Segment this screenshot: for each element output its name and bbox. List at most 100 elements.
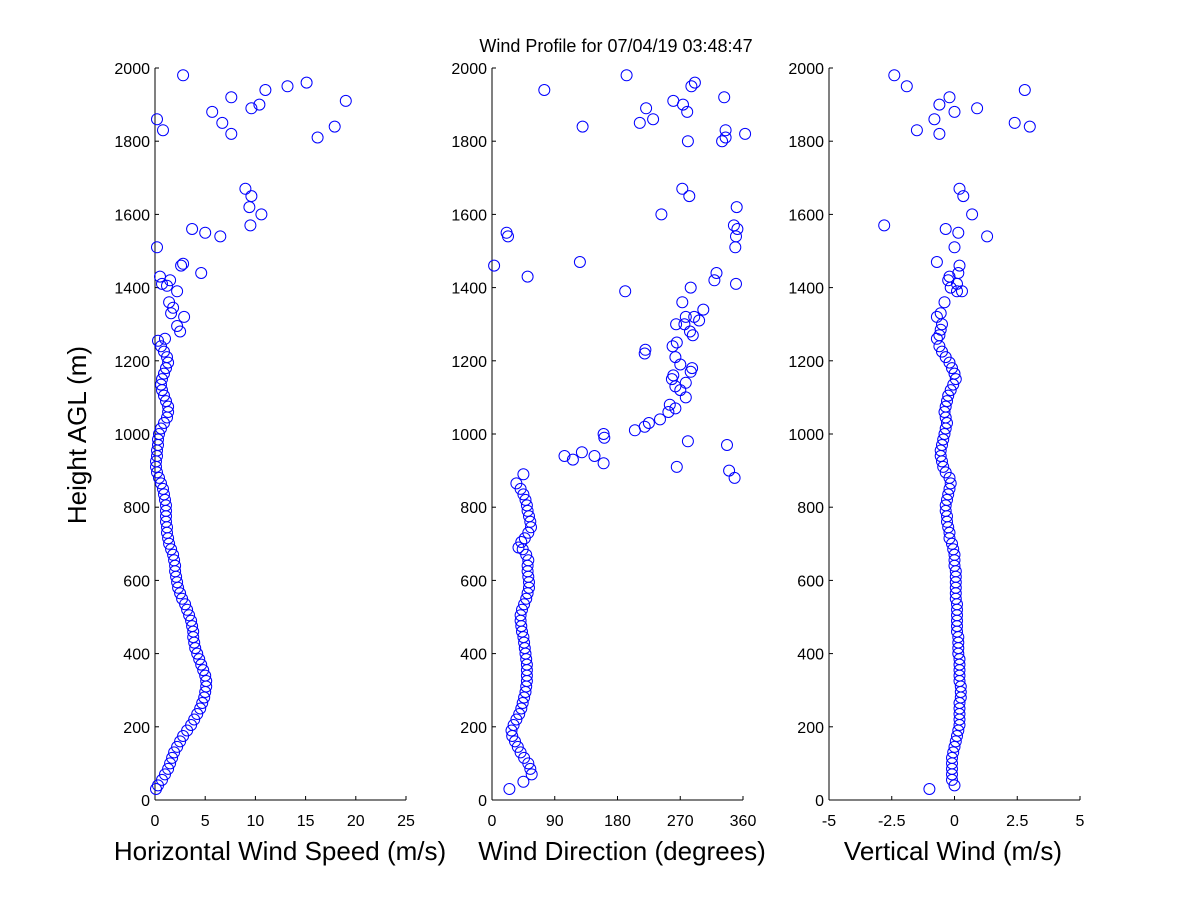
data-point: [520, 499, 533, 512]
data-point: [516, 603, 528, 616]
data-point: [684, 281, 697, 294]
data-point: [686, 329, 699, 342]
data-point: [158, 417, 170, 429]
data-point: [510, 713, 523, 726]
data-point: [900, 80, 913, 93]
data-point: [638, 420, 651, 433]
data-point: [181, 603, 194, 616]
data-point: [942, 488, 955, 501]
data-point: [524, 762, 537, 775]
data-point: [953, 182, 966, 195]
data-point: [943, 270, 956, 283]
data-point: [281, 80, 294, 93]
data-point: [158, 367, 170, 380]
data-point: [688, 76, 701, 89]
data-point: [728, 471, 741, 484]
data-point: [193, 653, 206, 666]
data-point: [678, 318, 691, 331]
data-point: [951, 730, 963, 742]
data-point: [194, 702, 207, 715]
data-point: [515, 536, 528, 548]
y-tick-label: 1400: [114, 281, 150, 298]
data-point: [944, 281, 957, 294]
data-point: [588, 450, 601, 462]
data-point: [514, 609, 527, 622]
data-point: [159, 768, 171, 781]
data-point: [575, 446, 588, 459]
data-point: [679, 310, 692, 323]
y-tick-label: 800: [797, 500, 824, 517]
y-tick-label: 1400: [788, 281, 824, 298]
x-tick-label: -5: [822, 813, 836, 830]
data-point: [939, 499, 952, 512]
data-point: [163, 296, 176, 309]
data-point: [981, 230, 994, 243]
data-point: [243, 201, 256, 214]
data-point: [168, 554, 181, 567]
data-point: [168, 746, 181, 759]
data-point: [684, 325, 696, 338]
xlabel-horizontal-wind-speed: Horizontal Wind Speed (m/s): [114, 836, 446, 866]
data-point: [943, 526, 956, 539]
data-point: [171, 740, 184, 753]
data-point: [517, 488, 530, 501]
data-point: [245, 190, 258, 203]
y-tick-label: 0: [141, 793, 150, 810]
data-point: [670, 336, 683, 349]
data-point: [952, 226, 965, 239]
x-tick-label: 25: [397, 813, 415, 830]
data-point: [214, 230, 227, 243]
data-point: [507, 719, 520, 731]
data-point: [522, 554, 535, 567]
data-point: [685, 80, 698, 93]
data-point: [719, 131, 732, 144]
data-point: [177, 257, 190, 270]
x-tick-label: 5: [201, 813, 210, 830]
y-tick-label: 600: [123, 573, 150, 590]
data-point: [597, 457, 610, 470]
y-tick-label: 2000: [114, 61, 150, 78]
data-point: [946, 362, 958, 375]
ylabel-height-agl: Height AGL (m): [62, 346, 92, 524]
data-point: [161, 351, 173, 364]
data-point: [188, 713, 201, 726]
y-tick-label: 800: [123, 500, 150, 517]
data-point: [196, 697, 209, 709]
data-point: [730, 201, 743, 214]
y-tick-label: 1600: [114, 207, 150, 224]
data-point: [640, 102, 653, 115]
xlabel-vertical-wind: Vertical Wind (m/s): [844, 836, 1062, 866]
data-point: [948, 367, 961, 380]
data-point: [739, 127, 752, 140]
data-point: [937, 433, 950, 446]
data-point: [674, 384, 687, 397]
data-point: [510, 477, 523, 490]
data-point: [517, 468, 530, 481]
data-point: [930, 310, 943, 323]
data-point: [681, 435, 694, 448]
data-point: [679, 391, 692, 404]
data-point: [505, 724, 518, 737]
data-point: [178, 310, 191, 323]
y-tick-label: 1000: [114, 427, 150, 444]
data-point: [944, 477, 957, 490]
y-tick-label: 1600: [451, 207, 487, 224]
data-point: [518, 598, 531, 611]
data-point: [878, 219, 891, 232]
data-point: [175, 259, 188, 272]
y-tick-label: 200: [123, 720, 150, 737]
data-point: [186, 223, 199, 235]
data-point: [642, 417, 655, 429]
data-point: [152, 433, 164, 446]
y-tick-label: 200: [460, 720, 487, 737]
data-point: [524, 515, 537, 528]
data-point: [176, 592, 189, 605]
data-point: [639, 343, 652, 356]
data-point: [177, 69, 190, 82]
data-point: [155, 378, 167, 391]
y-tick-label: 1800: [451, 134, 487, 151]
data-point: [515, 702, 528, 715]
data-point: [521, 270, 534, 283]
data-point: [161, 279, 173, 292]
y-tick-label: 600: [460, 573, 487, 590]
